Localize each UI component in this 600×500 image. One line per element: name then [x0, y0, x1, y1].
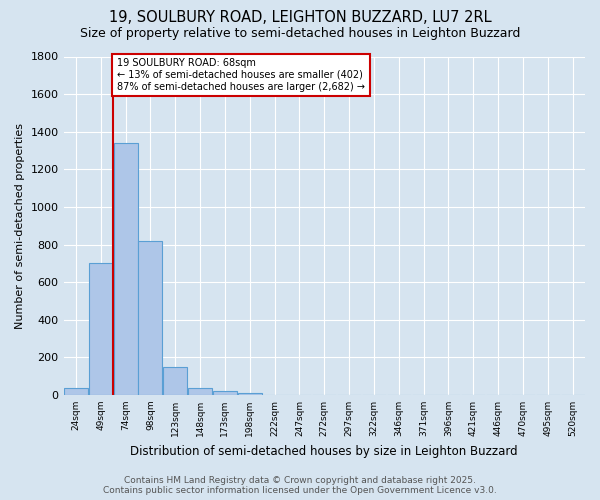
Text: Contains HM Land Registry data © Crown copyright and database right 2025.
Contai: Contains HM Land Registry data © Crown c…: [103, 476, 497, 495]
Bar: [113, 143, 137, 395]
Y-axis label: Number of semi-detached properties: Number of semi-detached properties: [15, 122, 25, 328]
X-axis label: Distribution of semi-detached houses by size in Leighton Buzzard: Distribution of semi-detached houses by …: [130, 444, 518, 458]
Bar: [139, 241, 163, 395]
Bar: [64, 388, 88, 395]
Text: 19, SOULBURY ROAD, LEIGHTON BUZZARD, LU7 2RL: 19, SOULBURY ROAD, LEIGHTON BUZZARD, LU7…: [109, 10, 491, 25]
Text: 19 SOULBURY ROAD: 68sqm
← 13% of semi-detached houses are smaller (402)
87% of s: 19 SOULBURY ROAD: 68sqm ← 13% of semi-de…: [117, 58, 365, 92]
Bar: [163, 366, 187, 395]
Bar: [238, 392, 262, 395]
Bar: [188, 388, 212, 395]
Bar: [89, 264, 113, 395]
Text: Size of property relative to semi-detached houses in Leighton Buzzard: Size of property relative to semi-detach…: [80, 28, 520, 40]
Bar: [213, 391, 237, 395]
